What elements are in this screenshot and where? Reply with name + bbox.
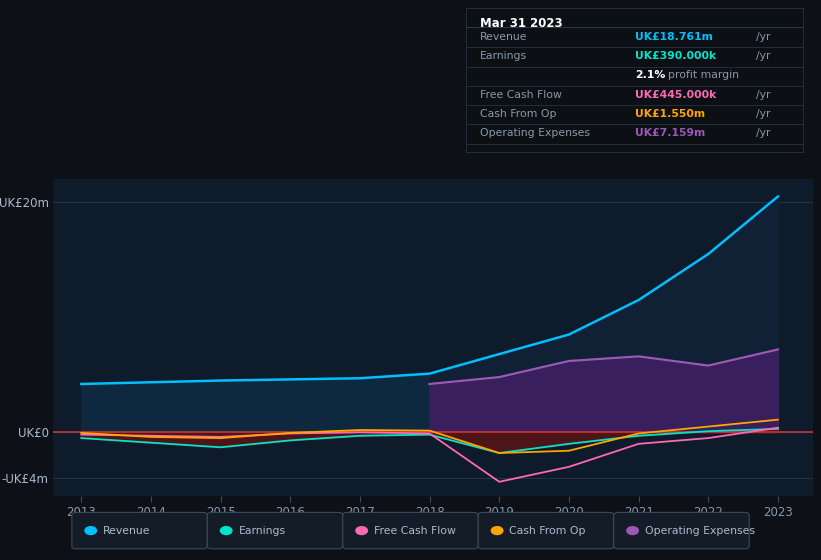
Text: /yr: /yr — [756, 109, 770, 119]
Text: Earnings: Earnings — [479, 51, 527, 61]
Text: Free Cash Flow: Free Cash Flow — [479, 90, 562, 100]
Text: Cash From Op: Cash From Op — [479, 109, 557, 119]
Text: Mar 31 2023: Mar 31 2023 — [479, 16, 562, 30]
Text: Cash From Op: Cash From Op — [509, 526, 586, 535]
Text: /yr: /yr — [756, 51, 770, 61]
Text: 2.1%: 2.1% — [635, 70, 665, 80]
Text: UK£1.550m: UK£1.550m — [635, 109, 704, 119]
Text: UK£18.761m: UK£18.761m — [635, 32, 713, 42]
Text: UK£445.000k: UK£445.000k — [635, 90, 716, 100]
Text: /yr: /yr — [756, 128, 770, 138]
Text: UK£7.159m: UK£7.159m — [635, 128, 705, 138]
Text: Operating Expenses: Operating Expenses — [479, 128, 589, 138]
Text: UK£390.000k: UK£390.000k — [635, 51, 716, 61]
Text: profit margin: profit margin — [668, 70, 739, 80]
Text: Operating Expenses: Operating Expenses — [645, 526, 754, 535]
Text: Revenue: Revenue — [479, 32, 527, 42]
Text: Free Cash Flow: Free Cash Flow — [374, 526, 456, 535]
Text: Revenue: Revenue — [103, 526, 150, 535]
Text: /yr: /yr — [756, 90, 770, 100]
Text: /yr: /yr — [756, 32, 770, 42]
Text: Earnings: Earnings — [238, 526, 286, 535]
